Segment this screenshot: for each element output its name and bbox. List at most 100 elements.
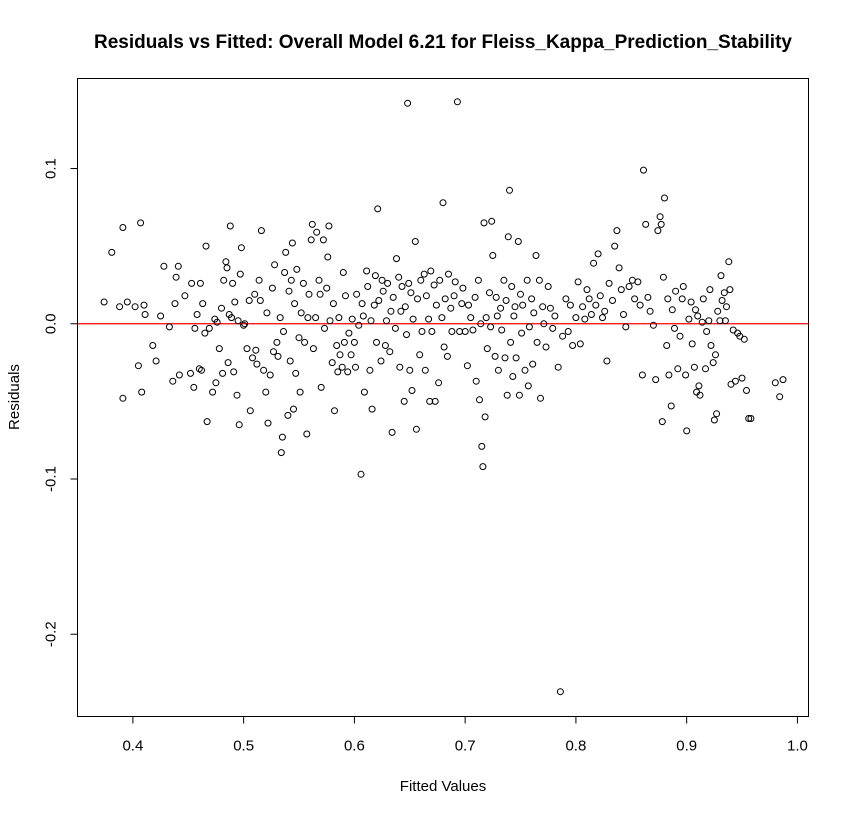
data-point	[587, 311, 595, 318]
data-point	[771, 379, 779, 387]
data-point	[251, 290, 259, 298]
data-point	[404, 99, 412, 107]
data-point	[432, 301, 440, 309]
data-point	[333, 342, 341, 349]
data-point	[268, 284, 276, 292]
data-point	[223, 264, 231, 272]
data-point	[714, 307, 722, 315]
data-point	[544, 283, 552, 290]
data-point	[601, 307, 609, 315]
data-point	[397, 307, 405, 315]
data-point	[389, 293, 397, 301]
data-point	[696, 391, 704, 399]
data-point	[625, 283, 633, 290]
data-point	[295, 334, 303, 342]
data-point	[246, 407, 254, 415]
data-point	[241, 320, 249, 328]
data-point	[352, 363, 359, 371]
data-point	[417, 276, 425, 284]
data-point	[243, 345, 251, 353]
data-point	[472, 377, 480, 385]
data-point	[546, 304, 554, 312]
data-point	[219, 369, 227, 377]
data-point	[638, 371, 646, 379]
data-point	[477, 320, 485, 328]
y-axis: -0.2 -0.1 0.0 0.1	[43, 158, 78, 647]
data-point	[581, 315, 589, 323]
data-point	[465, 301, 472, 309]
data-point	[201, 329, 209, 337]
data-point	[317, 383, 325, 391]
data-point	[338, 363, 346, 371]
data-point	[249, 354, 256, 362]
data-point	[695, 382, 703, 390]
data-point	[502, 297, 510, 304]
data-point	[510, 312, 518, 320]
data-point	[174, 262, 182, 270]
data-point	[428, 328, 436, 335]
data-point	[375, 297, 383, 304]
data-point	[654, 227, 662, 235]
data-point	[288, 239, 296, 247]
data-point	[285, 287, 293, 295]
data-point	[303, 430, 311, 438]
data-point	[566, 301, 574, 309]
data-point	[702, 365, 709, 373]
data-point	[776, 393, 784, 401]
data-point	[443, 352, 451, 360]
data-point	[671, 324, 678, 332]
data-point	[230, 368, 238, 376]
data-point	[661, 194, 668, 202]
x-tick-label: 0.4	[122, 738, 143, 755]
data-point	[469, 326, 477, 334]
data-point	[694, 312, 702, 320]
data-point	[707, 342, 715, 349]
data-point	[321, 324, 328, 332]
data-point	[406, 366, 414, 374]
data-point	[384, 279, 392, 287]
data-point	[301, 338, 309, 346]
data-point	[709, 359, 717, 367]
data-point	[668, 306, 676, 314]
data-point	[640, 166, 647, 174]
data-point	[683, 427, 691, 435]
data-point	[414, 295, 421, 303]
data-point	[378, 276, 386, 284]
data-point	[328, 359, 336, 367]
data-point	[411, 238, 419, 245]
data-point	[108, 248, 116, 256]
data-point	[721, 317, 729, 325]
data-point	[688, 340, 696, 348]
data-point	[271, 261, 279, 269]
data-point	[234, 317, 242, 325]
data-point	[613, 227, 621, 235]
data-point	[278, 433, 286, 441]
data-point	[672, 287, 680, 295]
data-point	[131, 303, 139, 311]
data-point	[703, 328, 711, 335]
data-point	[659, 273, 667, 281]
data-point	[471, 293, 479, 301]
data-point	[731, 377, 739, 385]
data-point	[605, 279, 613, 287]
data-point	[665, 371, 673, 379]
data-point	[304, 314, 312, 322]
data-point	[504, 233, 512, 241]
data-point	[779, 376, 787, 384]
data-point	[506, 186, 513, 194]
data-point	[514, 238, 522, 245]
data-point	[576, 340, 584, 348]
data-point	[494, 366, 502, 374]
data-point	[342, 292, 349, 300]
data-point	[525, 323, 533, 331]
data-point	[116, 303, 124, 311]
data-point	[256, 297, 264, 304]
data-point	[149, 342, 157, 349]
data-point	[205, 324, 213, 332]
data-point	[481, 413, 489, 421]
data-point	[403, 331, 410, 339]
data-point	[420, 270, 428, 278]
data-point	[339, 269, 347, 276]
data-point	[539, 303, 547, 311]
data-point	[340, 338, 348, 346]
